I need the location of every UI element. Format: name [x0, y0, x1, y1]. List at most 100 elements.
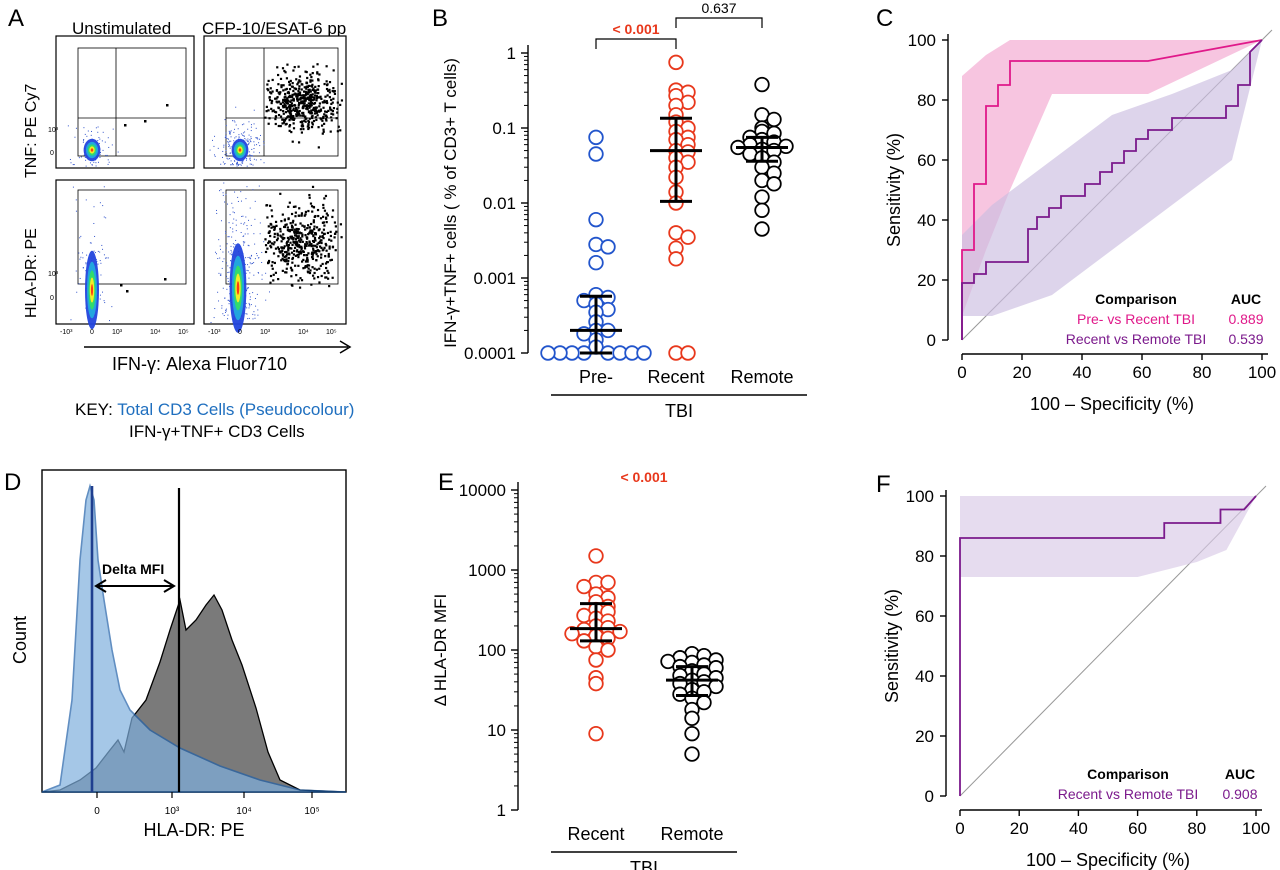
positive-event	[327, 89, 330, 92]
positive-event	[293, 66, 296, 69]
gate-box	[225, 189, 339, 285]
y-axis-label: Δ HLA-DR MFI	[431, 594, 450, 706]
x-tick-label: 0	[90, 329, 94, 336]
event-dot	[224, 297, 226, 299]
event-dot	[104, 141, 106, 143]
event-dot	[226, 155, 228, 157]
positive-event	[311, 121, 314, 124]
positive-event	[311, 255, 314, 258]
positive-event	[340, 82, 343, 85]
event-dot	[108, 146, 110, 148]
positive-event	[295, 113, 298, 116]
positive-event	[267, 122, 270, 125]
positive-event	[306, 224, 310, 227]
positive-event	[287, 238, 290, 241]
positive-event	[277, 91, 280, 94]
positive-event	[275, 97, 278, 100]
event-dot	[249, 163, 251, 165]
positive-event	[310, 242, 313, 246]
positive-event	[328, 238, 331, 241]
positive-event	[316, 243, 319, 246]
event-dot	[111, 144, 113, 146]
event-dot	[236, 165, 238, 167]
event-dot	[240, 133, 242, 135]
positive-event	[290, 116, 293, 119]
positive-event	[317, 91, 320, 95]
positive-event	[321, 132, 324, 135]
positive-event	[267, 89, 270, 92]
event-dot	[219, 190, 221, 192]
positive-event	[288, 80, 291, 84]
positive-event	[301, 123, 304, 126]
positive-event	[288, 118, 291, 122]
positive-event	[331, 215, 334, 219]
positive-event	[299, 237, 302, 240]
data-point	[540, 345, 556, 361]
data-point	[588, 254, 604, 271]
event-dot	[253, 274, 255, 276]
positive-event	[309, 90, 312, 93]
event-dot	[252, 189, 254, 191]
positive-event	[325, 115, 328, 118]
positive-event	[290, 130, 293, 134]
positive-event	[313, 271, 316, 275]
event-dot	[249, 155, 251, 157]
positive-event	[294, 215, 297, 218]
legend-auc: 0.889	[1228, 311, 1263, 327]
positive-event	[308, 193, 311, 197]
positive-event	[310, 75, 313, 79]
positive-event	[126, 290, 129, 293]
positive-event	[296, 94, 299, 97]
positive-event	[265, 105, 268, 109]
positive-event	[275, 239, 279, 242]
positive-event	[329, 234, 333, 238]
positive-event	[294, 211, 297, 214]
positive-event	[324, 266, 328, 270]
positive-event	[281, 213, 284, 216]
positive-event	[303, 225, 306, 228]
panel-e: E 1 10 100 1000 10000 Δ HLA-DR MFI Recent Remot…	[431, 469, 737, 870]
positive-event	[291, 221, 295, 224]
y-tick-label: 60	[917, 151, 936, 170]
event-dot	[70, 162, 72, 164]
positive-event	[288, 230, 292, 233]
positive-event	[285, 255, 288, 258]
flow-plot-stim-hla	[203, 179, 347, 333]
data-point	[588, 548, 604, 564]
positive-event	[314, 214, 317, 218]
event-dot	[226, 153, 228, 155]
positive-event	[309, 100, 312, 103]
positive-event	[281, 67, 285, 70]
event-dot	[233, 131, 235, 133]
x-tick-label: 10⁵	[178, 329, 189, 336]
event-dot	[255, 127, 257, 129]
positive-event	[293, 230, 296, 233]
positive-event	[305, 265, 309, 268]
positive-event	[308, 240, 311, 243]
x-axis-label: 100 – Specificity (%)	[1030, 394, 1194, 414]
positive-event	[295, 110, 299, 113]
positive-event	[291, 261, 294, 264]
event-dot	[254, 297, 256, 299]
positive-event	[281, 122, 284, 125]
positive-event	[328, 247, 331, 250]
positive-event	[287, 244, 291, 247]
event-dot	[222, 161, 224, 163]
event-dot	[239, 163, 241, 165]
positive-event	[269, 234, 272, 238]
positive-event	[292, 236, 295, 240]
positive-event	[303, 99, 306, 103]
positive-event	[324, 262, 328, 265]
event-dot	[102, 131, 104, 133]
positive-event	[322, 115, 325, 119]
positive-event	[292, 109, 295, 112]
positive-event	[312, 205, 315, 209]
positive-event	[290, 268, 293, 271]
event-dot	[229, 158, 231, 160]
positive-event	[290, 235, 294, 238]
positive-event	[315, 111, 318, 114]
positive-event	[279, 230, 282, 233]
positive-event	[318, 73, 321, 76]
positive-event	[295, 108, 298, 111]
